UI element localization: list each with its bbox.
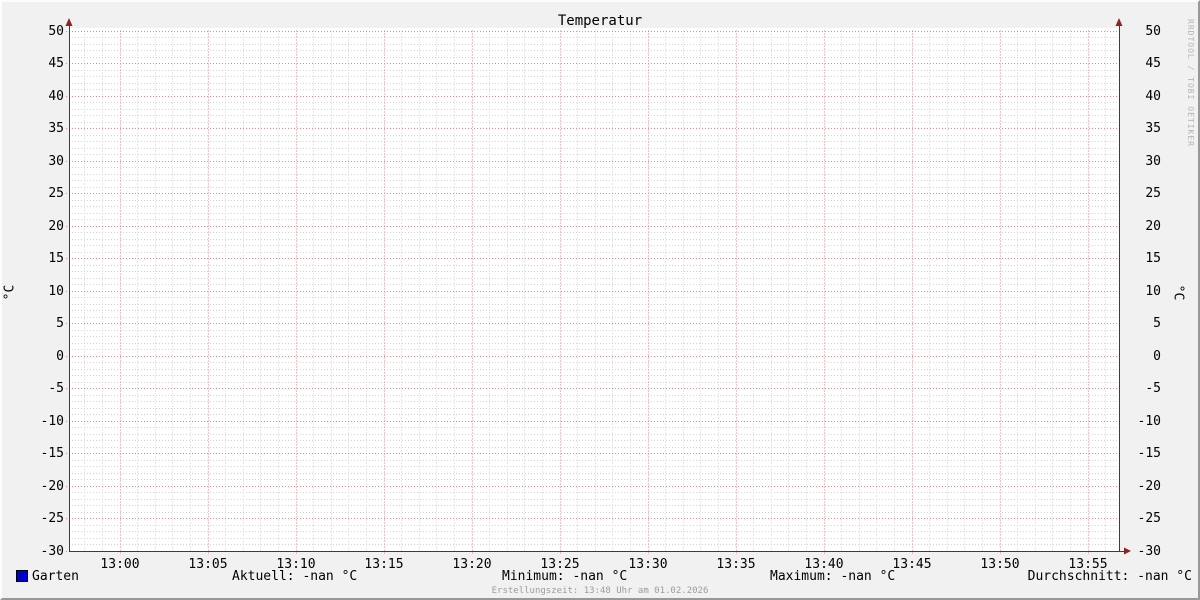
x-tick-label: 13:50 — [980, 557, 1020, 572]
legend-series-label: Garten — [32, 569, 79, 584]
y-tick-label-right: 50 — [1145, 24, 1161, 39]
creation-timestamp: Erstellungszeit: 13:48 Uhr am 01.02.2026 — [491, 586, 709, 596]
y-tick-label-left: 45 — [48, 56, 64, 71]
y-tick-label-right: -30 — [1137, 544, 1161, 559]
y-tick-label-right: 35 — [1145, 121, 1161, 136]
y-tick-label-left: 35 — [48, 121, 64, 136]
y-tick-label-left: 5 — [56, 316, 64, 331]
chart-title: Temperatur — [557, 13, 643, 29]
y-tick-label-right: -10 — [1137, 414, 1161, 429]
y-axis-unit-left: °C — [2, 284, 18, 301]
y-tick-label-left: -30 — [40, 544, 64, 559]
x-tick-label: 13:20 — [452, 557, 492, 572]
legend-swatch-garten — [16, 570, 28, 582]
y-tick-label-left: -15 — [40, 446, 64, 461]
x-tick-label: 13:40 — [804, 557, 844, 572]
y-tick-label-right: 25 — [1145, 186, 1161, 201]
x-tick-label: 13:15 — [364, 557, 404, 572]
y-tick-label-right: 45 — [1145, 56, 1161, 71]
y-tick-label-right: -20 — [1137, 479, 1161, 494]
y-tick-label-right: 15 — [1145, 251, 1161, 266]
x-tick-label: 13:10 — [276, 557, 316, 572]
y-tick-label-left: 40 — [48, 89, 64, 104]
y-tick-label-left: -5 — [48, 381, 64, 396]
y-tick-label-left: -20 — [40, 479, 64, 494]
y-tick-label-left: 15 — [48, 251, 64, 266]
y-tick-label-left: 30 — [48, 154, 64, 169]
y-tick-label-left: 10 — [48, 284, 64, 299]
y-axis-unit-right: °C — [1170, 284, 1186, 301]
y-tick-label-right: -5 — [1145, 381, 1161, 396]
stat-minimum: Minimum: -nan °C — [502, 569, 628, 584]
x-tick-label: 13:30 — [628, 557, 668, 572]
y-tick-label-right: 5 — [1153, 316, 1161, 331]
x-tick-label: 13:05 — [188, 557, 228, 572]
y-tick-label-left: 50 — [48, 24, 64, 39]
y-tick-label-left: -10 — [40, 414, 64, 429]
y-tick-label-right: 10 — [1145, 284, 1161, 299]
stat-maximum: Maximum: -nan °C — [770, 569, 896, 584]
stat-durchschnitt: Durchschnitt: -nan °C — [1027, 569, 1192, 584]
stat-aktuell: Aktuell: -nan °C — [232, 569, 358, 584]
y-tick-label-right: 40 — [1145, 89, 1161, 104]
legend-row: Garten Aktuell: -nan °C Minimum: -nan °C… — [2, 569, 1198, 585]
y-tick-label-left: 20 — [48, 219, 64, 234]
x-tick-label: 13:35 — [716, 557, 756, 572]
y-tick-label-right: -25 — [1137, 511, 1161, 526]
y-tick-label-right: 20 — [1145, 219, 1161, 234]
x-tick-label: 13:25 — [540, 557, 580, 572]
rrdtool-watermark: RRDTOOL / TOBI OETIKER — [1186, 19, 1195, 147]
x-tick-label: 13:45 — [892, 557, 932, 572]
y-tick-label-right: 0 — [1153, 349, 1161, 364]
y-tick-label-left: 25 — [48, 186, 64, 201]
x-tick-label: 13:00 — [100, 557, 140, 572]
y-tick-label-left: 0 — [56, 349, 64, 364]
y-tick-label-right: -15 — [1137, 446, 1161, 461]
x-tick-label: 13:55 — [1068, 557, 1108, 572]
y-tick-label-right: 30 — [1145, 154, 1161, 169]
y-tick-label-left: -25 — [40, 511, 64, 526]
